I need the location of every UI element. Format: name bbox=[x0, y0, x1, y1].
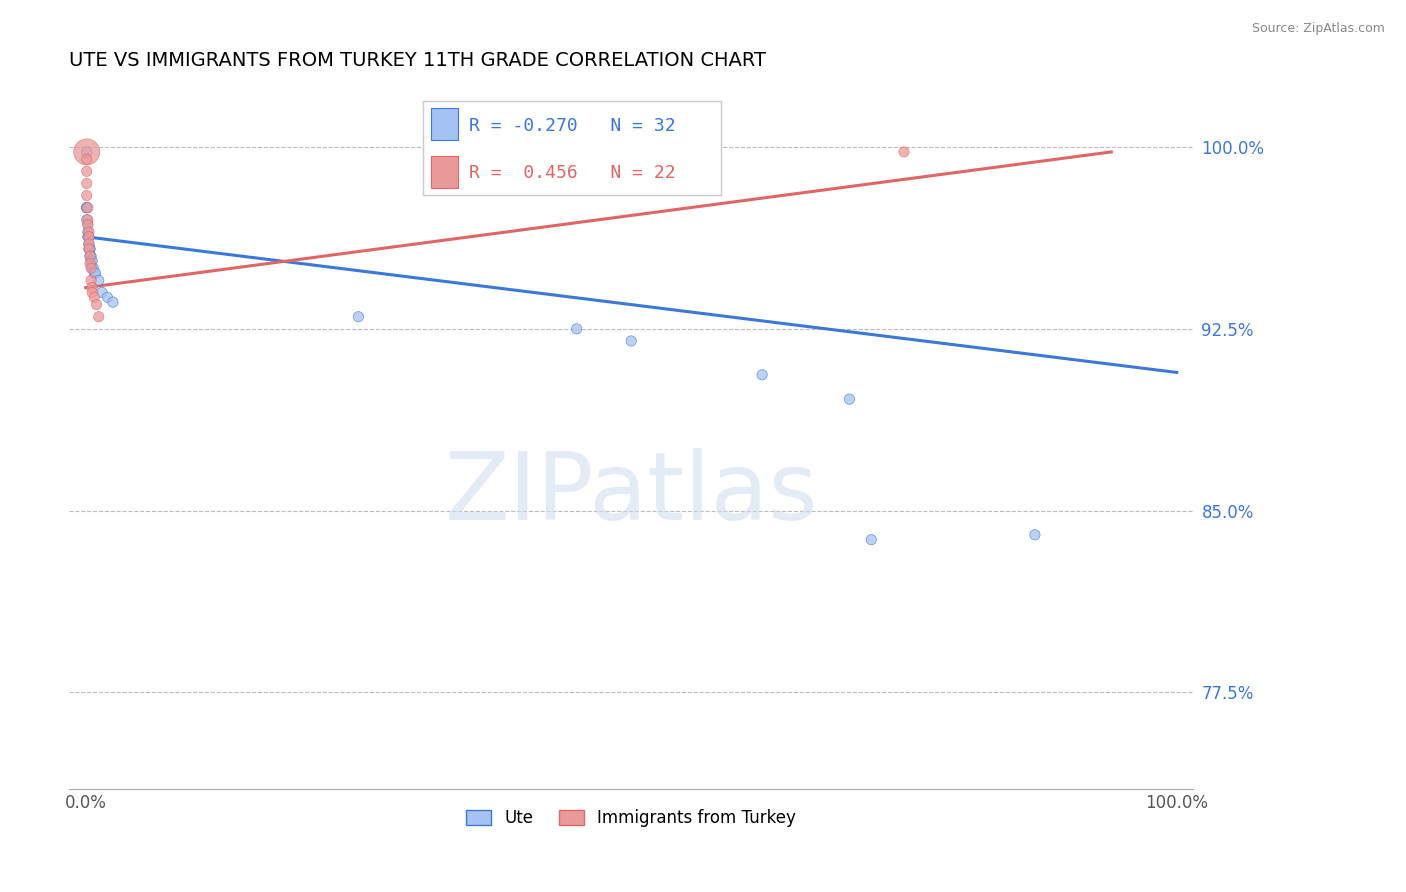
Point bbox=[91, 285, 114, 300]
Point bbox=[76, 201, 98, 215]
Point bbox=[860, 533, 883, 547]
Point bbox=[76, 229, 98, 244]
Point bbox=[101, 295, 124, 310]
Point bbox=[82, 261, 104, 276]
Point bbox=[76, 201, 98, 215]
Point bbox=[77, 229, 100, 244]
Point bbox=[77, 237, 100, 252]
Text: ZIPatlas: ZIPatlas bbox=[444, 448, 818, 540]
Point bbox=[77, 237, 100, 252]
Point bbox=[893, 145, 915, 159]
Point bbox=[82, 261, 104, 276]
Point bbox=[82, 285, 104, 300]
Point bbox=[83, 290, 105, 304]
Point bbox=[79, 242, 101, 256]
Point bbox=[96, 290, 118, 304]
Point bbox=[565, 322, 588, 336]
Point bbox=[76, 188, 98, 202]
Point bbox=[77, 229, 100, 244]
Point bbox=[83, 266, 105, 280]
Point bbox=[1024, 528, 1046, 542]
Point bbox=[79, 256, 101, 270]
Text: Source: ZipAtlas.com: Source: ZipAtlas.com bbox=[1251, 22, 1385, 36]
Point bbox=[79, 242, 101, 256]
Point bbox=[76, 225, 98, 239]
Point bbox=[79, 249, 101, 263]
Point bbox=[79, 249, 101, 263]
Point bbox=[76, 218, 98, 232]
Legend: Ute, Immigrants from Turkey: Ute, Immigrants from Turkey bbox=[460, 802, 803, 834]
Point bbox=[76, 152, 98, 166]
Point bbox=[82, 280, 104, 294]
Point bbox=[86, 297, 108, 311]
Text: UTE VS IMMIGRANTS FROM TURKEY 11TH GRADE CORRELATION CHART: UTE VS IMMIGRANTS FROM TURKEY 11TH GRADE… bbox=[69, 51, 766, 70]
Point bbox=[84, 266, 107, 280]
Point bbox=[80, 273, 103, 287]
Point bbox=[76, 212, 98, 227]
Point bbox=[80, 249, 103, 263]
Point bbox=[76, 218, 98, 232]
Point bbox=[620, 334, 643, 348]
Point bbox=[77, 242, 100, 256]
Point bbox=[80, 261, 103, 276]
Point bbox=[77, 225, 100, 239]
Point bbox=[76, 201, 98, 215]
Point bbox=[751, 368, 773, 382]
Point bbox=[347, 310, 370, 324]
Point bbox=[76, 164, 98, 178]
Point bbox=[76, 177, 98, 191]
Point bbox=[838, 392, 860, 406]
Point bbox=[82, 254, 104, 268]
Point bbox=[87, 310, 110, 324]
Point bbox=[77, 242, 100, 256]
Point bbox=[76, 212, 98, 227]
Point bbox=[76, 201, 98, 215]
Point bbox=[76, 145, 98, 159]
Point bbox=[87, 273, 110, 287]
Point bbox=[76, 145, 98, 159]
Point bbox=[80, 254, 103, 268]
